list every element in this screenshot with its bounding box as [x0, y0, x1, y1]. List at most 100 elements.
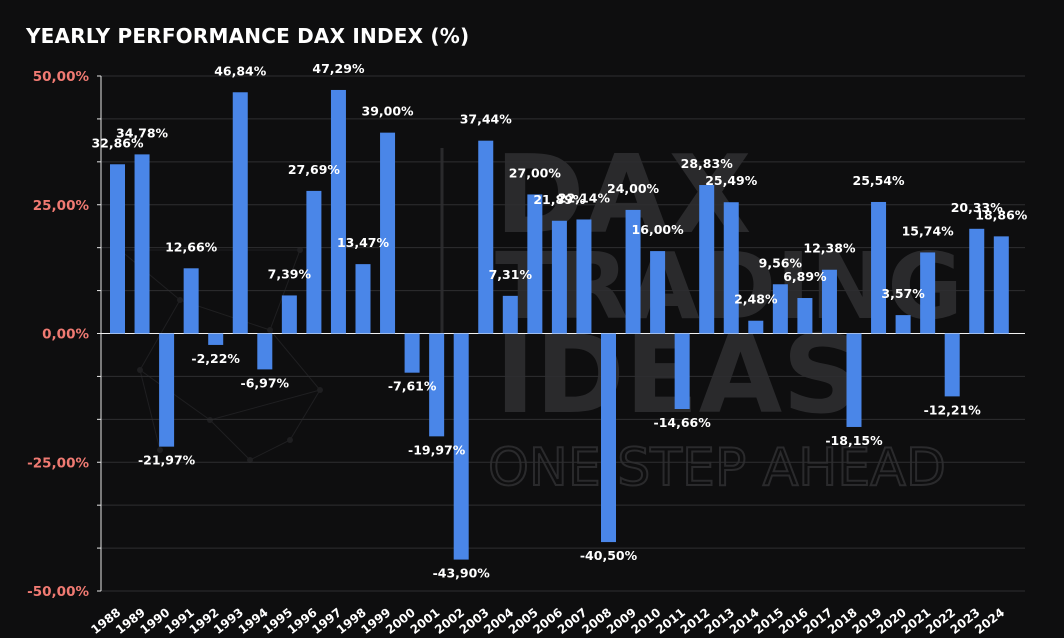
watermark-network-edge — [269, 249, 301, 331]
data-label: 15,74% — [902, 223, 955, 238]
data-label: 12,66% — [165, 239, 218, 254]
bar — [281, 295, 297, 334]
watermark-network-node — [157, 447, 163, 453]
watermark-network-node — [177, 297, 183, 303]
bar — [404, 333, 420, 373]
data-label: 47,29% — [312, 61, 365, 76]
grid — [101, 75, 1025, 592]
bar — [601, 333, 616, 543]
y-tick-label: -25,00% — [27, 455, 89, 471]
y-axis: 50,00% 25,00% 0,00% -25,00% -50,00% — [27, 69, 1025, 600]
watermark-network-edge — [249, 439, 291, 461]
data-labels: 32,86%34,78% -21,97% 12,66% -2,22% 46,84% -6,… — [91, 61, 1027, 581]
bar — [355, 264, 371, 334]
data-label: 7,39% — [268, 266, 312, 281]
watermark-network-edge — [289, 389, 321, 441]
bar — [110, 164, 125, 334]
data-label: 22,14% — [558, 190, 611, 205]
watermark-network-node — [137, 367, 143, 373]
watermark-network-node — [287, 437, 293, 443]
watermark-tagline: ONE STEP AHEAD — [488, 438, 946, 498]
data-label: 37,44% — [460, 112, 513, 127]
data-label: -6,97% — [241, 375, 290, 390]
bar — [330, 89, 346, 334]
data-label: -43,90% — [433, 566, 491, 581]
data-label: 46,84% — [214, 63, 267, 78]
bar — [551, 220, 567, 334]
data-label: 9,56% — [759, 255, 803, 270]
data-label: -21,97% — [138, 453, 196, 468]
data-label: -19,97% — [408, 442, 466, 457]
bar — [478, 140, 494, 334]
data-label: -12,21% — [924, 402, 982, 417]
bar — [871, 201, 887, 334]
data-label: 27,00% — [509, 165, 562, 180]
watermark-network-node — [297, 247, 303, 253]
bar — [134, 154, 150, 334]
bar — [969, 228, 985, 334]
bar — [772, 284, 788, 334]
bar — [232, 92, 248, 334]
bar — [306, 190, 322, 334]
data-label: 28,83% — [681, 156, 734, 171]
watermark-network-edge — [139, 369, 211, 421]
data-label: -18,15% — [825, 433, 883, 448]
y-tick-label: -50,00% — [27, 584, 89, 600]
data-label: 34,78% — [116, 125, 169, 140]
data-label: 27,69% — [288, 162, 341, 177]
watermark-network-node — [247, 457, 253, 463]
bar — [895, 315, 911, 334]
data-label: 6,89% — [783, 269, 827, 284]
bars — [110, 89, 1009, 560]
y-tick-label: 0,00% — [42, 327, 89, 343]
data-label: -40,50% — [580, 548, 638, 563]
bar — [429, 333, 445, 437]
bar — [650, 251, 666, 334]
data-label: 25,49% — [705, 173, 758, 188]
x-axis-ticks: 1988198919901991199219931994199519961997… — [88, 605, 1007, 637]
bar — [846, 333, 862, 427]
watermark-network-node — [267, 327, 273, 333]
bar — [208, 333, 224, 345]
data-label: -2,22% — [191, 351, 240, 366]
watermark-network-edge — [269, 329, 321, 391]
y-tick-label: 50,00% — [33, 69, 90, 85]
bar — [699, 185, 715, 334]
bar — [380, 132, 396, 334]
y-tick-label: 25,00% — [33, 198, 90, 214]
data-label: 20,33% — [951, 200, 1004, 215]
bar — [797, 298, 813, 334]
watermark-network-edge — [209, 419, 251, 461]
watermark-network-edge — [119, 249, 181, 301]
data-label: 7,31% — [489, 267, 533, 282]
data-label: 39,00% — [362, 104, 415, 119]
data-label: 25,54% — [853, 173, 906, 188]
watermark-network-edge — [139, 369, 161, 451]
bar — [502, 295, 518, 334]
chart-title: YEARLY PERFORMANCE DAX INDEX (%) — [26, 24, 470, 48]
watermark-network-node — [207, 417, 213, 423]
bar — [821, 269, 837, 334]
bar — [625, 209, 641, 334]
bar — [159, 333, 175, 447]
data-label: 3,57% — [881, 286, 925, 301]
bar — [748, 320, 764, 334]
watermark-network-node — [317, 387, 323, 393]
data-label: 24,00% — [607, 181, 660, 196]
data-label: 32,86% — [91, 135, 144, 150]
data-label: 16,00% — [632, 222, 685, 237]
bar — [576, 219, 592, 334]
bar — [453, 333, 469, 560]
data-label: 18,86% — [975, 207, 1028, 222]
bar — [920, 252, 936, 334]
bar — [993, 236, 1009, 334]
data-label: 12,38% — [803, 241, 856, 256]
data-label: -7,61% — [388, 379, 437, 394]
bar — [674, 333, 690, 409]
data-label: 21,89% — [533, 192, 586, 207]
data-label: 13,47% — [337, 235, 390, 250]
bar — [183, 268, 199, 334]
bar — [527, 194, 543, 334]
